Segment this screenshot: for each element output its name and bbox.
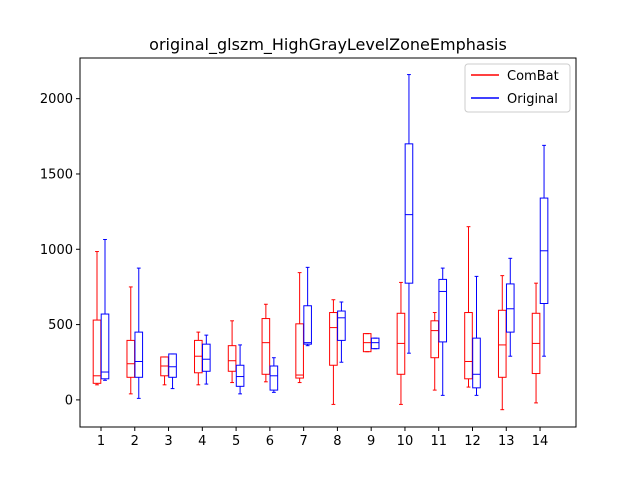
box-original-4 <box>202 334 211 385</box>
box-original-12 <box>472 275 481 396</box>
x-tick-label-10: 10 <box>397 434 414 449</box>
box-combat-5 <box>227 320 237 384</box>
box-original-7 <box>303 266 312 347</box>
x-tick-label-6: 6 <box>266 434 274 449</box>
boxes-layer <box>92 74 549 411</box>
box-original-11 <box>438 267 448 396</box>
x-tick-label-5: 5 <box>232 434 240 449</box>
box-original-9 <box>370 337 380 350</box>
box-combat-13 <box>497 275 507 411</box>
box-body <box>134 331 144 378</box>
box-body <box>261 318 271 375</box>
x-tick-label-3: 3 <box>164 434 172 449</box>
box-original-14 <box>539 144 549 357</box>
x-tick-label-8: 8 <box>333 434 341 449</box>
legend-label-original: Original <box>507 92 558 107</box>
y-tick-label-0: 0 <box>65 393 73 408</box>
box-body <box>227 345 237 372</box>
y-tick-label-1500: 1500 <box>40 167 73 182</box>
box-body <box>295 323 304 379</box>
box-body <box>505 283 515 333</box>
y-tick-label-2000: 2000 <box>40 92 73 107</box>
x-tick-label-4: 4 <box>198 434 206 449</box>
box-original-3 <box>168 353 177 390</box>
x-tick-label-12: 12 <box>464 434 481 449</box>
box-combat-3 <box>160 356 169 386</box>
box-body <box>472 337 481 389</box>
box-body <box>497 309 507 378</box>
box-combat-10 <box>396 281 406 405</box>
box-body <box>438 278 448 343</box>
box-body <box>100 313 110 380</box>
box-combat-7 <box>295 272 304 384</box>
x-tick-label-1: 1 <box>97 434 105 449</box>
box-combat-14 <box>531 282 541 404</box>
box-original-1 <box>100 238 110 381</box>
legend-box <box>464 63 571 113</box>
box-body <box>404 143 414 284</box>
box-combat-6 <box>261 303 271 383</box>
box-original-5 <box>235 344 245 395</box>
box-body <box>168 353 177 378</box>
box-original-2 <box>134 267 144 399</box>
x-tick-label-7: 7 <box>299 434 307 449</box>
box-combat-1 <box>92 251 102 386</box>
box-body <box>370 337 380 350</box>
legend: ComBat Original <box>464 63 571 113</box>
box-original-6 <box>269 357 279 393</box>
chart-title: original_glszm_HighGrayLevelZoneEmphasis <box>149 35 507 55</box>
box-original-13 <box>505 257 515 357</box>
y-tick-label-1000: 1000 <box>40 243 73 258</box>
box-body <box>235 364 245 387</box>
x-tick-label-2: 2 <box>131 434 139 449</box>
box-body <box>303 305 312 345</box>
box-original-10 <box>404 74 414 354</box>
box-combat-9 <box>362 333 372 353</box>
x-tick-label-14: 14 <box>532 434 549 449</box>
axes-frame <box>79 57 577 428</box>
legend-label-combat: ComBat <box>507 69 559 84</box>
x-tick-label-13: 13 <box>498 434 515 449</box>
x-tick-label-11: 11 <box>430 434 447 449</box>
y-tick-label-500: 500 <box>48 318 73 333</box>
x-tick-label-9: 9 <box>367 434 375 449</box>
box-body <box>202 343 211 372</box>
box-body <box>337 310 346 341</box>
box-original-8 <box>337 301 346 363</box>
box-body <box>269 365 279 391</box>
